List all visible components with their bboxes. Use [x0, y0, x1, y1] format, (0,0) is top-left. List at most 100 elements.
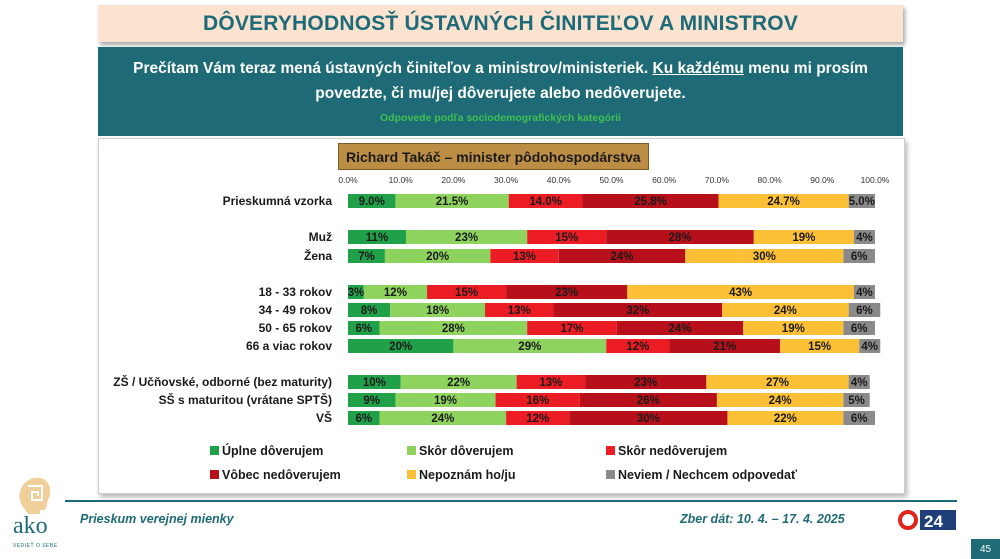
- bar-segment: [848, 194, 875, 208]
- legend-swatch: [407, 470, 416, 479]
- data-label: 12%: [384, 287, 407, 299]
- data-label: 19%: [434, 395, 457, 407]
- legend-swatch: [606, 446, 615, 455]
- bar-segment: [427, 285, 507, 299]
- data-label: 10%: [363, 377, 386, 389]
- data-label: 6%: [355, 413, 372, 425]
- question-underlined: Ku každému: [652, 60, 744, 77]
- data-label: 6%: [851, 251, 868, 263]
- bar-segment: [553, 303, 723, 317]
- data-label: 6%: [851, 413, 868, 425]
- category-label: SŠ s maturitou (vrátane SPTŠ): [159, 392, 332, 407]
- bar-segment: [669, 339, 781, 353]
- data-label: 28%: [668, 232, 691, 244]
- bar-segment: [348, 249, 385, 263]
- stacked-bar-chart: 0.0% 10.0% 20.0% 30.0% 40.0% 50.0% 60.0% 70.0% 8…: [113, 175, 890, 482]
- bar-segment: [706, 375, 849, 389]
- bar-segment: [606, 230, 754, 244]
- data-label: 25.8%: [634, 196, 667, 208]
- data-label: 22%: [774, 413, 797, 425]
- data-label: 23%: [455, 232, 478, 244]
- bar-segment: [616, 321, 744, 335]
- x-tick-label: 20.0%: [441, 175, 466, 185]
- category-label: VŠ: [316, 410, 332, 425]
- bar-segment: [527, 230, 607, 244]
- data-label: 19%: [792, 232, 815, 244]
- legend-label: Skôr nedôverujem: [618, 444, 727, 458]
- bar-segment: [859, 339, 881, 353]
- bar-segment: [485, 303, 554, 317]
- legend-swatch: [210, 470, 219, 479]
- legend-label: Úplne dôverujem: [222, 443, 323, 458]
- data-label: 20%: [426, 251, 449, 263]
- title-box: DÔVERYHODNOSŤ ÚSTAVNÝCH ČINITEĽOV A MINI…: [98, 5, 903, 42]
- data-label: 24%: [611, 251, 634, 263]
- bar-segment: [516, 375, 586, 389]
- data-label: 26%: [637, 395, 660, 407]
- data-label: 16%: [526, 395, 549, 407]
- bar-segment: [848, 375, 870, 389]
- data-label: 24%: [769, 395, 792, 407]
- bar-segment: [348, 321, 380, 335]
- data-label: 9%: [363, 395, 380, 407]
- data-label: 5.0%: [849, 196, 875, 208]
- data-label: 18%: [426, 305, 449, 317]
- x-tick-label: 10.0%: [389, 175, 414, 185]
- bar-segment: [582, 194, 719, 208]
- data-label: 24.7%: [767, 196, 800, 208]
- question-part1: Prečítam Vám teraz mená ústavných činite…: [133, 60, 653, 77]
- data-label: 24%: [431, 413, 454, 425]
- data-label: 12%: [526, 413, 549, 425]
- data-label: 13%: [539, 377, 562, 389]
- page-number: 45: [971, 539, 1000, 559]
- x-tick-label: 70.0%: [705, 175, 730, 185]
- bar-segment: [558, 249, 686, 263]
- ako-logo-icon: [19, 477, 51, 514]
- bar-segment: [843, 411, 875, 425]
- data-label: 30%: [637, 413, 660, 425]
- data-label: 22%: [447, 377, 470, 389]
- bar-segment: [685, 249, 844, 263]
- bar-segment: [400, 375, 517, 389]
- bar-segment: [853, 230, 875, 244]
- data-label: 15%: [455, 287, 478, 299]
- bar-segment: [495, 393, 580, 407]
- question-box: Prečítam Vám teraz mená ústavných činite…: [98, 47, 903, 136]
- bar-segment: [722, 303, 849, 317]
- data-label: 30%: [753, 251, 776, 263]
- bar-segment: [718, 194, 849, 208]
- category-label: 34 - 49 rokov: [259, 303, 333, 317]
- bar-segment: [843, 393, 870, 407]
- x-tick-label: 100.0%: [861, 175, 890, 185]
- data-label: 6%: [851, 323, 868, 335]
- bar-segment: [843, 321, 875, 335]
- data-label: 13%: [513, 251, 536, 263]
- bar-segment: [848, 303, 881, 317]
- category-label: 18 - 33 rokov: [259, 285, 333, 299]
- bar-segment: [627, 285, 854, 299]
- bar-segment: [853, 285, 875, 299]
- bar-segment: [506, 285, 628, 299]
- bar-segment: [363, 285, 428, 299]
- bar-segment: [727, 411, 844, 425]
- footer-survey-label: Prieskum verejnej mienky: [80, 512, 234, 526]
- legend-label: Neviem / Nechcem odpovedať: [618, 468, 797, 482]
- bar-segment: [348, 339, 454, 353]
- data-label: 14.0%: [529, 196, 562, 208]
- bar-segment: [753, 230, 854, 244]
- bar-segment: [390, 303, 486, 317]
- data-label: 23%: [634, 377, 657, 389]
- x-tick-label: 60.0%: [652, 175, 677, 185]
- data-label: 43%: [729, 287, 752, 299]
- data-label: 27%: [766, 377, 789, 389]
- logo-text: ako: [13, 513, 48, 539]
- bar-segment: [405, 230, 528, 244]
- bar-segment: [395, 393, 496, 407]
- category-label: Muž: [309, 230, 332, 244]
- tv24-logo-icon: 24: [898, 510, 956, 531]
- bar-segment: [348, 393, 396, 407]
- bar-segment: [506, 411, 570, 425]
- footer-divider: [65, 500, 957, 502]
- x-tick-label: 90.0%: [810, 175, 835, 185]
- data-label: 29%: [518, 341, 541, 353]
